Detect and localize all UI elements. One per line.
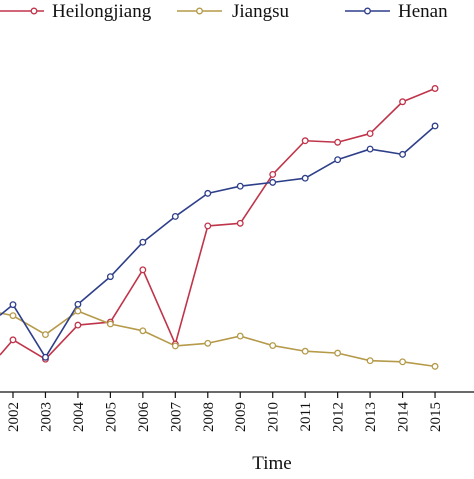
data-point-jiangsu-2005 bbox=[106, 320, 114, 328]
data-point-jiangsu-2006 bbox=[139, 327, 147, 335]
data-point-heilongjiang-2015 bbox=[431, 85, 439, 92]
data-point-heilongjiang-2013 bbox=[366, 130, 374, 137]
legend-label-jiangsu: Jiangsu bbox=[232, 1, 290, 22]
data-point-jiangsu-2010 bbox=[269, 342, 277, 349]
x-tick-label-2006: 2006 bbox=[136, 402, 152, 433]
legend-item-henan: Henan bbox=[345, 1, 448, 22]
legend: Heilongjiang Jiangsu Henan bbox=[0, 1, 448, 22]
data-point-henan-2008 bbox=[204, 189, 212, 197]
data-point-heilongjiang-2010 bbox=[269, 170, 277, 178]
x-tick-label-2010: 2010 bbox=[266, 402, 282, 432]
data-point-henan-2002 bbox=[9, 301, 17, 309]
x-tick-label-2004: 2004 bbox=[71, 402, 87, 433]
x-axis-ticks: 2002 2003 2004 2005 2006 2007 2008 2009 2010 2011… bbox=[6, 392, 444, 432]
x-tick-label-2014: 2014 bbox=[396, 402, 412, 433]
data-point-henan-2006 bbox=[139, 238, 147, 246]
x-tick-label-2007: 2007 bbox=[168, 402, 184, 433]
x-tick-label-2003: 2003 bbox=[38, 402, 54, 432]
data-point-henan-2013 bbox=[366, 145, 374, 153]
data-point-jiangsu-2011 bbox=[301, 347, 309, 355]
legend-marker-heilongjiang bbox=[30, 7, 38, 15]
data-point-henan-2004 bbox=[74, 300, 82, 308]
data-point-jiangsu-2007 bbox=[171, 342, 179, 350]
legend-label-heilongjiang: Heilongjiang bbox=[52, 1, 152, 22]
data-point-heilongjiang-2009 bbox=[236, 219, 244, 227]
data-point-henan-2012 bbox=[334, 156, 342, 164]
data-point-henan-2007 bbox=[171, 213, 179, 220]
data-point-jiangsu-2003 bbox=[42, 331, 49, 339]
data-point-henan-2003 bbox=[42, 353, 49, 361]
x-tick-label-2002: 2002 bbox=[6, 402, 22, 432]
data-point-heilongjiang-2008 bbox=[204, 222, 212, 230]
data-point-jiangsu-2014 bbox=[399, 358, 407, 366]
data-point-jiangsu-2004 bbox=[74, 307, 82, 315]
data-point-heilongjiang-2012 bbox=[334, 138, 342, 146]
legend-label-henan: Henan bbox=[398, 1, 448, 22]
data-point-jiangsu-2015 bbox=[431, 362, 439, 370]
data-point-heilongjiang-2011 bbox=[301, 137, 309, 145]
data-point-jiangsu-2002 bbox=[9, 312, 17, 320]
series-line-henan bbox=[0, 125, 436, 359]
x-tick-label-2005: 2005 bbox=[103, 402, 119, 432]
x-tick-label-2009: 2009 bbox=[233, 402, 249, 432]
data-point-henan-2005 bbox=[106, 273, 114, 281]
data-point-heilongjiang-2004 bbox=[74, 321, 82, 329]
data-point-jiangsu-2013 bbox=[366, 357, 374, 365]
data-point-henan-2009 bbox=[236, 182, 244, 190]
x-tick-label-2008: 2008 bbox=[201, 402, 217, 432]
series-markers bbox=[9, 85, 439, 370]
data-point-heilongjiang-2014 bbox=[399, 98, 407, 106]
x-tick-label-2015: 2015 bbox=[428, 402, 444, 432]
data-point-heilongjiang-2006 bbox=[139, 266, 147, 274]
data-point-jiangsu-2012 bbox=[334, 349, 342, 357]
data-point-henan-2015 bbox=[431, 122, 439, 130]
legend-item-jiangsu: Jiangsu bbox=[177, 1, 290, 22]
x-tick-label-2012: 2012 bbox=[331, 402, 347, 432]
legend-item-heilongjiang: Heilongjiang bbox=[0, 1, 152, 22]
data-point-jiangsu-2008 bbox=[204, 339, 212, 347]
data-point-heilongjiang-2002 bbox=[9, 336, 17, 344]
series-line-heilongjiang bbox=[0, 87, 436, 360]
legend-marker-henan bbox=[364, 7, 371, 15]
data-point-henan-2014 bbox=[399, 150, 407, 158]
x-tick-label-2011: 2011 bbox=[298, 402, 314, 431]
data-point-henan-2011 bbox=[301, 174, 309, 182]
x-axis-title: Time bbox=[252, 453, 291, 474]
legend-marker-jiangsu bbox=[196, 7, 203, 15]
data-point-jiangsu-2009 bbox=[236, 332, 244, 340]
data-point-henan-2010 bbox=[269, 178, 277, 186]
x-tick-label-2013: 2013 bbox=[363, 402, 379, 432]
